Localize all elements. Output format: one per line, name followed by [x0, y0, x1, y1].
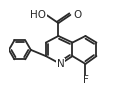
Text: N: N — [57, 59, 64, 69]
Text: HO: HO — [30, 10, 46, 20]
Text: F: F — [83, 75, 88, 85]
Text: O: O — [73, 10, 81, 20]
